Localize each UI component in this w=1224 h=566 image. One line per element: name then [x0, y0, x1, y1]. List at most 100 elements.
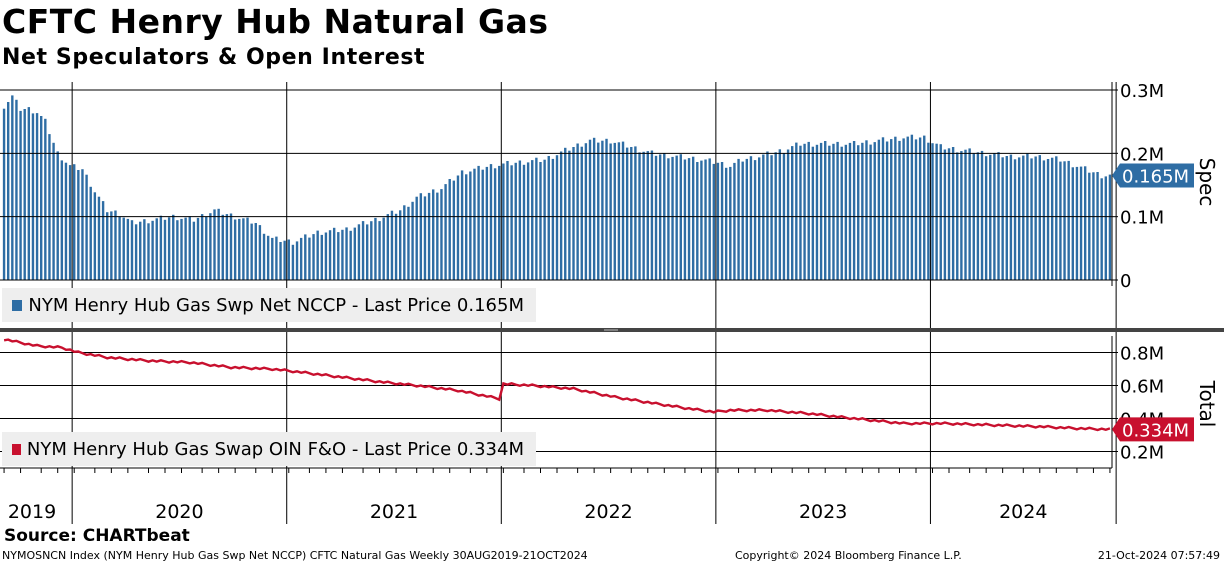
spec-bar: [291, 244, 295, 280]
footer-index-description: NYMOSNCN Index (NYM Henry Hub Gas Swp Ne…: [2, 549, 588, 562]
spec-bar: [357, 224, 361, 280]
spec-bar: [283, 240, 286, 280]
spec-bar: [440, 189, 443, 280]
spec-bar: [964, 149, 967, 280]
spec-bar: [196, 217, 200, 280]
spec-bar: [365, 224, 369, 280]
spec-bar: [312, 234, 315, 280]
spec-bar: [110, 211, 113, 280]
spec-bar: [597, 142, 600, 280]
spec-bar: [498, 165, 501, 280]
spec-bar: [1100, 178, 1103, 280]
spec-bar: [353, 227, 357, 280]
spec-bar: [869, 144, 872, 280]
spec-bar: [844, 144, 848, 280]
spec-bar: [27, 107, 31, 280]
axes: [0, 82, 1224, 473]
spec-bar: [382, 217, 385, 280]
spec-bar: [11, 95, 14, 281]
spec-bar: [97, 196, 101, 280]
spec-bar: [671, 156, 674, 280]
spec-last-value-tag-bg: [1112, 163, 1194, 188]
spec-bar: [279, 242, 282, 280]
spec-bar: [976, 152, 980, 280]
legend-spec: NYM Henry Hub Gas Swp Net NCCP - Last Pr…: [2, 288, 536, 322]
spec-bar: [774, 152, 777, 280]
spec-bar: [819, 142, 823, 280]
spec-bar: [188, 216, 191, 280]
spec-bar: [403, 205, 406, 280]
spec-bar: [23, 109, 26, 280]
spec-bar: [134, 224, 138, 280]
spec-bar: [493, 168, 497, 280]
spec-bar: [543, 159, 546, 280]
spec-bar: [601, 140, 604, 280]
spec-bar: [423, 196, 427, 280]
spec-bar: [126, 218, 130, 280]
spec-bar: [943, 149, 947, 280]
spec-bar: [118, 216, 121, 280]
spec-bar: [299, 237, 303, 280]
spec-bar: [432, 189, 435, 280]
spec-bar: [873, 142, 876, 280]
spec-bar: [1017, 157, 1021, 280]
spec-bar: [729, 166, 732, 280]
spec-bar: [502, 163, 505, 280]
spec-bar: [1030, 158, 1033, 280]
spec-bar: [667, 158, 670, 280]
spec-bar: [576, 143, 579, 280]
spec-bar: [93, 192, 97, 280]
spec-bar: [6, 102, 10, 280]
spec-bar: [324, 232, 328, 280]
spec-bar: [621, 141, 625, 280]
oi-last-value-tag-bg: [1112, 417, 1194, 442]
oi-tick-label: 0.6M: [1120, 377, 1164, 398]
spec-bar: [923, 135, 926, 280]
spec-bar: [877, 139, 881, 280]
spec-bar: [394, 213, 398, 280]
spec-bar: [1075, 166, 1079, 280]
spec-bar: [456, 175, 460, 280]
legend-oi-text: NYM Henry Hub Gas Swap OIN F&O - Last Pr…: [26, 438, 524, 460]
spec-bar: [514, 162, 517, 280]
axis-labels: 00.1M0.2M0.3M0.2M0.4M0.6M0.8M20192020202…: [8, 81, 1219, 523]
spec-bar: [634, 146, 637, 280]
spec-bar: [737, 158, 740, 280]
spec-bar: [489, 164, 493, 280]
spec-bar: [192, 221, 196, 280]
spec-bar: [630, 147, 633, 280]
spec-bar: [720, 162, 724, 280]
spec-bar: [646, 151, 649, 280]
spec-bar: [1050, 157, 1054, 280]
legend-spec-swatch: [12, 299, 23, 311]
spec-bar: [733, 162, 736, 280]
spec-bar: [894, 136, 897, 280]
spec-axis-title: Spec: [1195, 158, 1219, 207]
spec-bar: [200, 214, 204, 280]
spec-bar: [419, 193, 423, 280]
spec-bar: [242, 218, 245, 281]
spec-bar: [295, 241, 299, 280]
spec-bar: [696, 162, 699, 280]
spec-bar: [939, 144, 942, 280]
spec-bar: [559, 151, 563, 280]
spec-bar: [349, 230, 352, 280]
spec-bar: [229, 213, 233, 280]
spec-bar: [328, 230, 332, 280]
spec-bar: [518, 160, 522, 280]
chart-title: CFTC Henry Hub Natural Gas: [2, 2, 549, 41]
year-label: 2021: [370, 501, 418, 523]
spec-bar: [749, 156, 753, 280]
spec-bar: [180, 218, 183, 280]
spec-bar: [1001, 157, 1004, 280]
spec-bar: [378, 221, 381, 280]
oi-axis-title: Total: [1195, 380, 1219, 428]
spec-bar: [918, 137, 922, 280]
spec-bar: [2, 108, 6, 280]
year-label: 2024: [999, 501, 1047, 523]
spec-bar: [19, 110, 22, 281]
spec-bar: [258, 225, 262, 280]
spec-bar: [316, 230, 319, 280]
spec-bar: [370, 221, 373, 280]
